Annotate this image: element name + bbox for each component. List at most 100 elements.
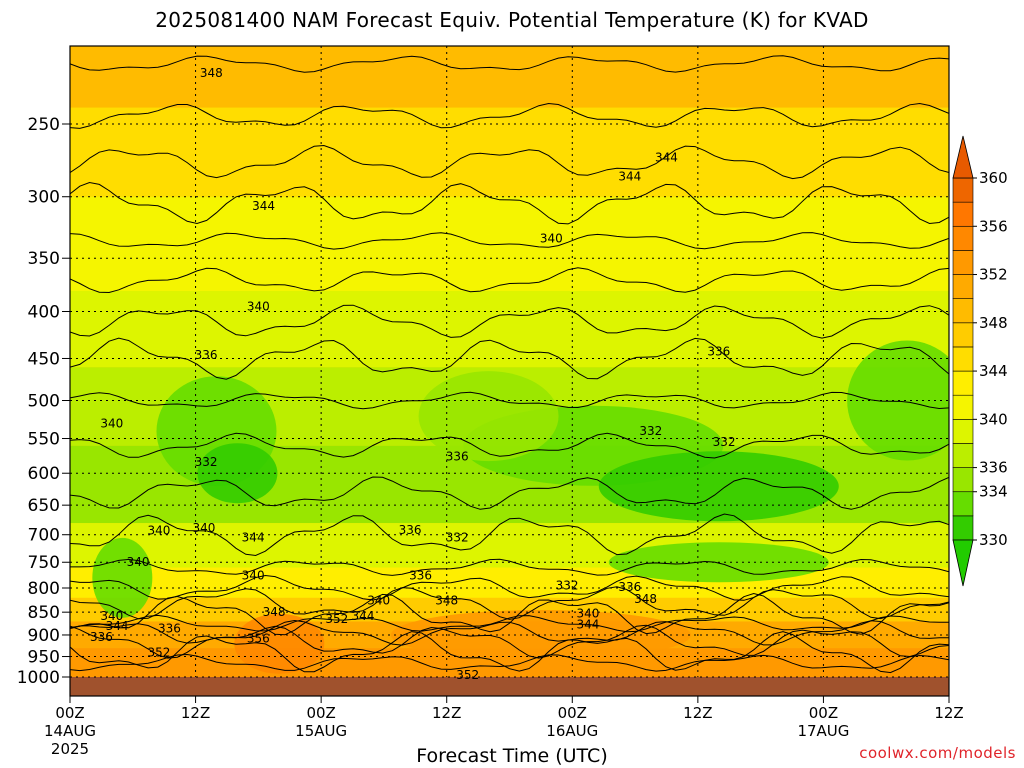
x-tick-date: 17AUG — [797, 722, 849, 740]
contour-label: 336 — [399, 523, 422, 537]
y-tick-label: 300 — [28, 188, 60, 208]
color-band-pocket — [418, 371, 559, 462]
contour-line — [70, 586, 949, 620]
contour-label: 332 — [446, 531, 469, 545]
contour-label: 340 — [242, 568, 265, 582]
colorbar-label: 356 — [979, 217, 1008, 235]
x-axis-label: Forecast Time (UTC) — [416, 745, 608, 767]
x-tick-label: 12Z — [432, 704, 461, 722]
contour-line — [70, 476, 949, 510]
contour-label: 332 — [639, 424, 662, 438]
color-band-pocket — [390, 609, 691, 660]
y-tick-label: 400 — [28, 302, 60, 322]
colorbar-segment — [952, 298, 974, 324]
contour-line — [70, 558, 949, 576]
x-tick-date: 14AUG — [44, 722, 96, 740]
x-tick-year: 2025 — [51, 740, 89, 758]
contour-label: 332 — [556, 578, 579, 592]
color-band-pocket — [598, 451, 839, 522]
contour-label: 348 — [634, 592, 657, 606]
y-tick-label: 900 — [28, 626, 60, 646]
colorbar-segment — [952, 201, 974, 227]
contour-line — [70, 232, 949, 250]
y-tick-label: 550 — [28, 430, 60, 450]
colorbar-segment — [952, 346, 974, 372]
y-tick-label: 650 — [28, 496, 60, 516]
colorbar-segment — [952, 225, 974, 251]
contour-label: 348 — [263, 605, 286, 619]
x-tick-date: 16AUG — [546, 722, 598, 740]
y-tick-label: 350 — [28, 249, 60, 269]
contour-label: 340 — [192, 521, 215, 535]
contour-label: 352 — [147, 645, 170, 659]
colorbar-top-arrow — [952, 135, 974, 179]
x-tick-label: 12Z — [934, 704, 963, 722]
contour-label: 344 — [106, 619, 129, 633]
contour-line — [70, 267, 949, 294]
x-tick-date: 15AUG — [295, 722, 347, 740]
grid-lines — [70, 46, 949, 678]
contour-label: 340 — [100, 417, 123, 431]
x-tick-label: 00Z — [55, 704, 84, 722]
contour-line — [70, 653, 949, 672]
credit-link[interactable]: coolwx.com/models — [859, 744, 1016, 762]
contour-label: 344 — [352, 609, 375, 623]
contour-label: 344 — [242, 531, 265, 545]
contour-line — [70, 592, 949, 636]
color-band — [70, 291, 949, 368]
y-tick-label: 700 — [28, 526, 60, 546]
contour-line — [70, 337, 949, 380]
y-tick-label: 600 — [28, 464, 60, 484]
colorbar-label: 334 — [979, 483, 1008, 501]
y-tick-label: 800 — [28, 579, 60, 599]
color-band — [70, 567, 949, 598]
color-band — [70, 46, 949, 108]
contour-label: 336 — [90, 630, 113, 644]
y-tick-label: 850 — [28, 603, 60, 623]
ground-strip — [70, 677, 949, 696]
contour-label: 348 — [200, 66, 223, 80]
color-band-pocket — [92, 537, 153, 618]
contour-line — [70, 55, 949, 73]
color-bands — [70, 46, 949, 681]
contour-label: 332 — [713, 435, 736, 449]
colorbar-segment — [952, 322, 974, 348]
contour-line — [70, 304, 949, 339]
chart-title: 2025081400 NAM Forecast Equiv. Potential… — [155, 8, 869, 32]
contour-label: 340 — [367, 594, 390, 608]
x-tick-label: 00Z — [809, 704, 838, 722]
colorbar-segment — [952, 491, 974, 517]
colorbar-label: 348 — [979, 314, 1008, 332]
contour-line — [70, 614, 949, 633]
contour-line — [70, 631, 949, 674]
contour-label: 336 — [707, 344, 730, 358]
colorbar-segment — [952, 177, 974, 203]
contour-label: 344 — [618, 169, 641, 183]
contour-label: 336 — [195, 348, 218, 362]
contour-label: 348 — [435, 593, 458, 607]
contour-line — [70, 574, 949, 601]
x-tick-label: 12Z — [683, 704, 712, 722]
color-band-pocket — [234, 613, 325, 674]
contour-line — [70, 181, 949, 225]
y-tick-label: 950 — [28, 648, 60, 668]
contour-label: 340 — [100, 609, 123, 623]
colorbar-label: 336 — [979, 459, 1008, 477]
contour-label: 344 — [577, 618, 600, 632]
contour-line — [70, 144, 949, 180]
contour-label: 352 — [456, 668, 479, 682]
contour-line — [70, 102, 949, 129]
colorbar-label: 352 — [979, 266, 1008, 284]
y-tick-label: 450 — [28, 349, 60, 369]
colorbar-segment — [952, 515, 974, 541]
x-tick-label: 00Z — [558, 704, 587, 722]
colorbar-segment — [952, 274, 974, 299]
colorbar-segment — [952, 467, 974, 493]
colorbar: 330 334 336 340 344 348 352 356 360 — [952, 135, 1008, 587]
colorbar-segment — [952, 443, 974, 468]
colorbar-segment — [952, 250, 974, 275]
